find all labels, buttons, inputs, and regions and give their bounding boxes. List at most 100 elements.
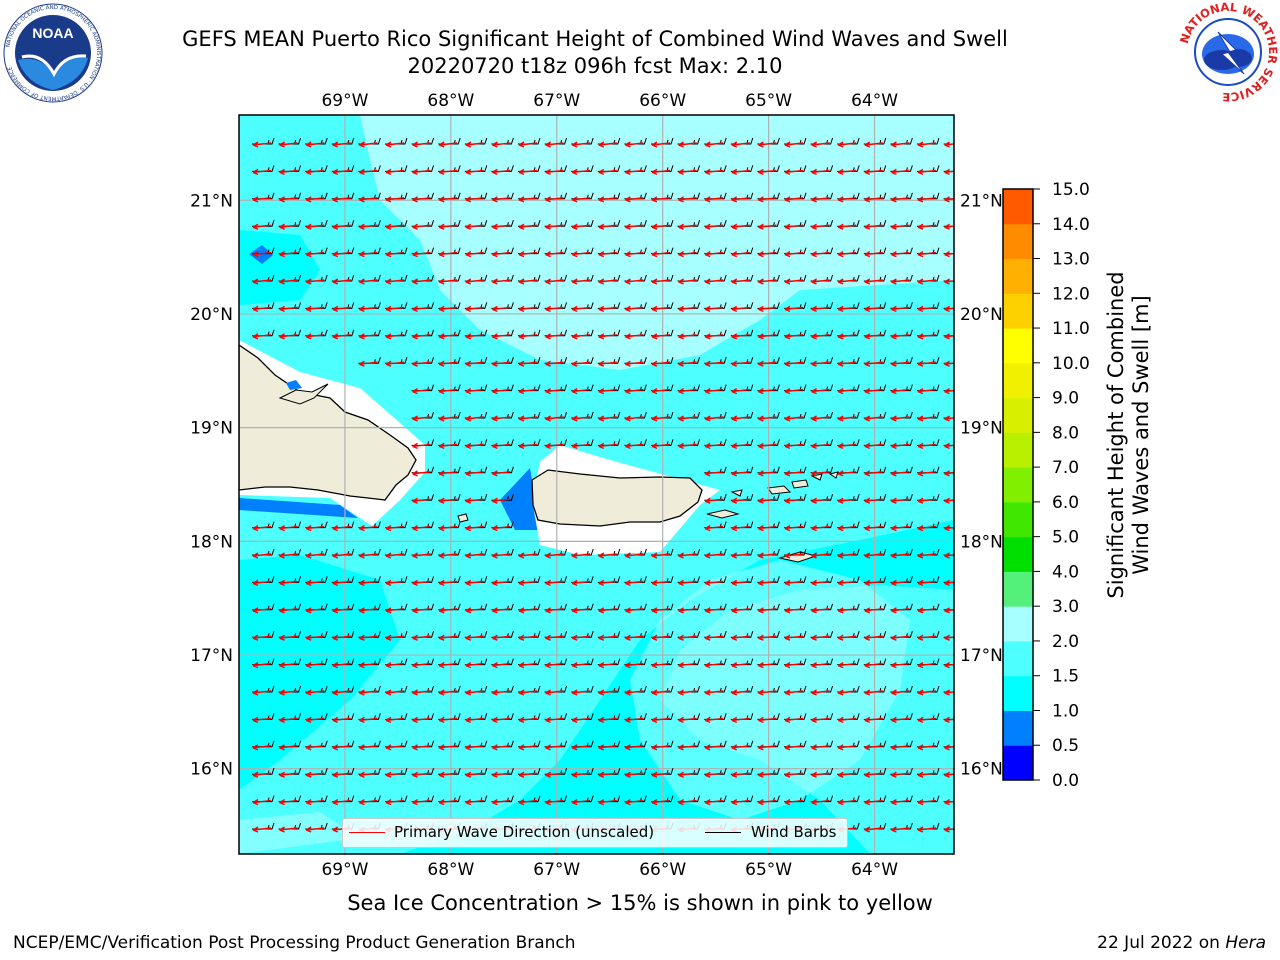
field-glyph bbox=[837, 137, 860, 148]
field-glyph bbox=[917, 329, 940, 340]
field-glyph bbox=[917, 137, 940, 148]
field-glyph bbox=[837, 548, 860, 559]
colorbar-tick-label: 2.0 bbox=[1052, 632, 1079, 652]
lon-tick-label-bottom: 64°W bbox=[851, 860, 898, 880]
field-glyph bbox=[331, 603, 355, 614]
field-glyph bbox=[863, 274, 887, 285]
field-glyph bbox=[597, 411, 621, 422]
field-glyph bbox=[597, 548, 621, 559]
wave-arrow bbox=[917, 552, 937, 559]
field-glyph bbox=[491, 494, 514, 504]
wave-arrow bbox=[492, 387, 511, 395]
legend-wind-swatch bbox=[705, 832, 741, 833]
ocean-band-0-5-1-0-b bbox=[239, 498, 358, 518]
wave-arrow bbox=[545, 798, 564, 806]
field-glyph bbox=[464, 137, 488, 148]
field-glyph bbox=[544, 274, 568, 285]
field-glyph bbox=[544, 631, 568, 641]
field-glyph bbox=[491, 466, 514, 477]
field-glyph bbox=[863, 576, 887, 587]
field-glyph bbox=[438, 576, 461, 587]
wave-arrow bbox=[492, 579, 511, 587]
field-glyph bbox=[331, 329, 355, 340]
field-glyph bbox=[358, 165, 381, 176]
wave-arrow bbox=[465, 497, 484, 504]
field-glyph bbox=[810, 768, 834, 778]
field-glyph bbox=[757, 658, 780, 669]
field-glyph bbox=[651, 329, 674, 340]
wave-arrow bbox=[545, 607, 564, 614]
wave-arrow bbox=[518, 607, 538, 614]
wave-arrow bbox=[678, 278, 697, 285]
field-glyph bbox=[917, 521, 940, 532]
field-glyph bbox=[757, 713, 780, 724]
wave-arrow bbox=[731, 771, 750, 778]
wave-arrow bbox=[332, 524, 351, 532]
wave-arrow bbox=[678, 415, 697, 422]
wave-arrow bbox=[837, 661, 857, 669]
field-glyph bbox=[491, 521, 514, 532]
wave-arrow bbox=[465, 579, 484, 587]
field-glyph bbox=[305, 685, 328, 696]
field-glyph bbox=[464, 439, 488, 450]
wave-arrow bbox=[625, 360, 644, 367]
colorbar-tick-label: 8.0 bbox=[1052, 423, 1079, 443]
wave-arrow bbox=[465, 470, 484, 477]
field-glyph bbox=[464, 384, 488, 395]
field-glyph bbox=[863, 494, 887, 504]
wave-arrow bbox=[758, 689, 777, 696]
wave-arrow bbox=[465, 744, 484, 751]
field-glyph bbox=[464, 576, 488, 587]
field-glyph bbox=[704, 220, 727, 230]
field-glyph bbox=[677, 603, 701, 614]
field-glyph bbox=[837, 685, 860, 696]
wave-arrow bbox=[332, 744, 351, 751]
footer-date-text: 22 Jul 2022 on bbox=[1097, 933, 1226, 953]
field-glyph bbox=[757, 384, 780, 395]
field-glyph bbox=[464, 521, 488, 532]
field-glyph bbox=[252, 521, 275, 532]
field-glyph bbox=[837, 384, 860, 395]
field-glyph bbox=[597, 192, 621, 203]
wave-arrow bbox=[492, 223, 511, 230]
wave-arrow bbox=[704, 360, 724, 367]
field-glyph bbox=[571, 603, 594, 614]
field-glyph bbox=[438, 192, 461, 203]
field-glyph bbox=[917, 822, 940, 833]
wave-arrow bbox=[651, 360, 671, 367]
field-glyph bbox=[571, 576, 594, 587]
field-glyph bbox=[730, 713, 754, 724]
field-glyph bbox=[704, 137, 727, 148]
wave-arrow bbox=[731, 524, 750, 532]
wave-arrow bbox=[385, 196, 405, 203]
wave-arrow bbox=[758, 716, 777, 724]
field-glyph bbox=[757, 302, 780, 313]
wave-arrow bbox=[518, 798, 538, 806]
wave-arrow bbox=[279, 716, 298, 724]
wave-arrow bbox=[811, 141, 830, 148]
field-glyph bbox=[917, 658, 940, 669]
field-glyph bbox=[917, 603, 940, 614]
field-glyph bbox=[491, 548, 514, 559]
field-glyph bbox=[491, 329, 514, 340]
wave-arrow bbox=[891, 634, 910, 641]
wave-arrow bbox=[545, 305, 564, 313]
wave-arrow bbox=[678, 552, 697, 559]
wave-arrow bbox=[758, 223, 777, 230]
field-glyph bbox=[491, 357, 514, 367]
wave-arrow bbox=[651, 305, 671, 313]
field-glyph bbox=[464, 357, 488, 367]
field-glyph bbox=[837, 247, 860, 258]
wave-arrow bbox=[758, 634, 777, 641]
field-glyph bbox=[411, 603, 435, 614]
wave-arrow bbox=[811, 524, 830, 532]
wave-arrow bbox=[252, 716, 272, 724]
field-glyph bbox=[890, 658, 913, 669]
field-glyph bbox=[890, 165, 913, 176]
field-glyph bbox=[917, 494, 940, 504]
field-glyph bbox=[757, 685, 780, 696]
field-glyph bbox=[464, 494, 488, 504]
field-glyph bbox=[544, 576, 568, 587]
colorbar-tick-label: 7.0 bbox=[1052, 458, 1079, 478]
field-glyph bbox=[917, 631, 940, 641]
